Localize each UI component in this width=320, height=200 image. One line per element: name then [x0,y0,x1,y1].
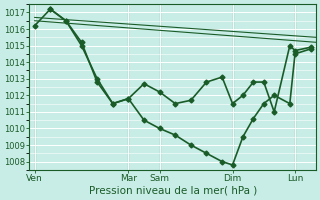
X-axis label: Pression niveau de la mer( hPa ): Pression niveau de la mer( hPa ) [89,186,257,196]
